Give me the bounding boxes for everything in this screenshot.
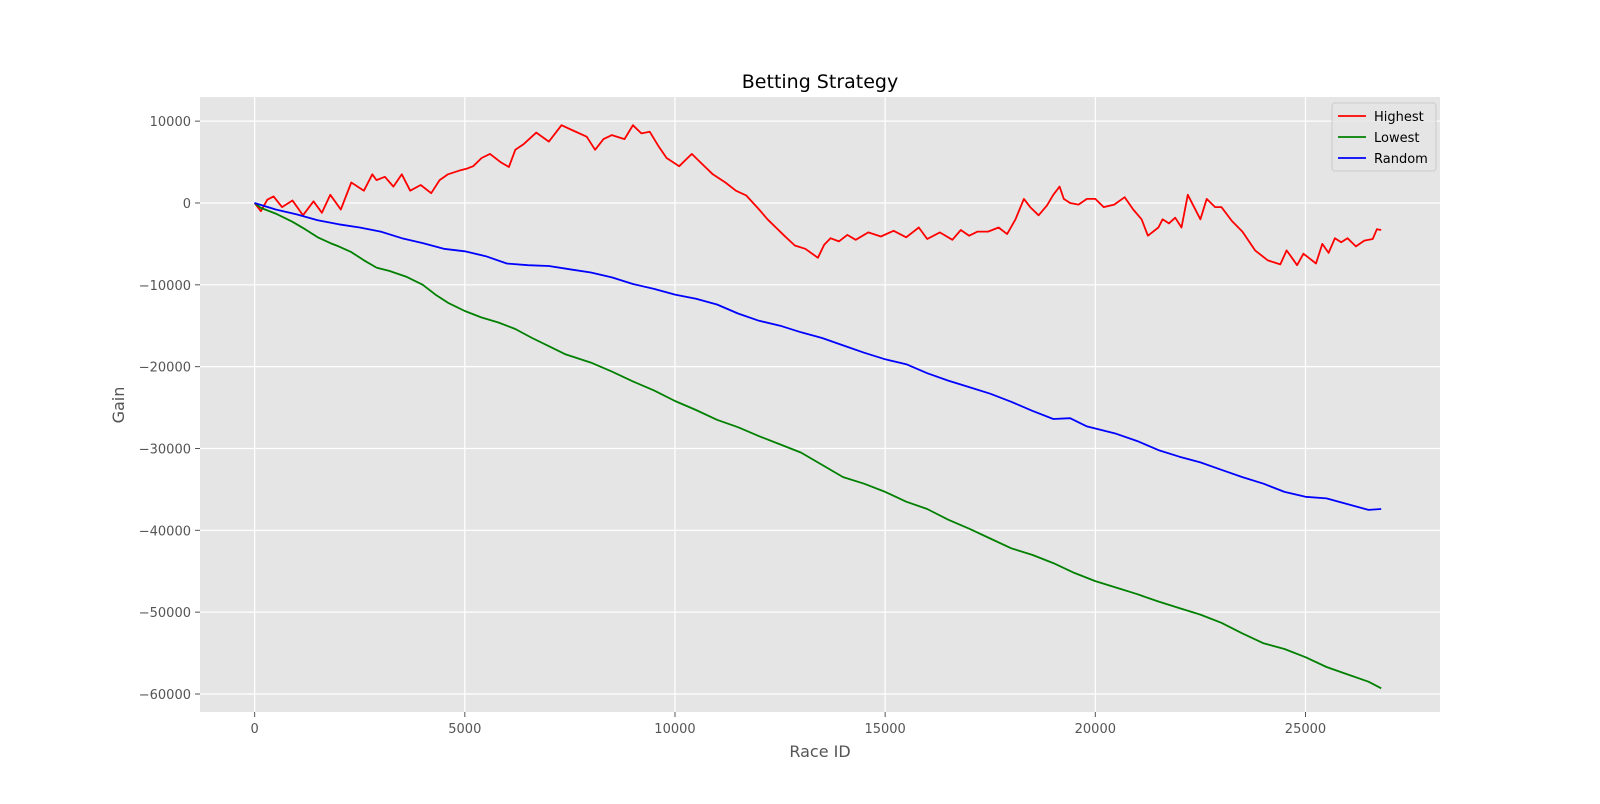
x-tick-label: 25000 [1285, 722, 1326, 737]
y-tick-label: 10000 [150, 115, 191, 130]
series-line-lowest [254, 202, 1382, 690]
y-tick-label: 0 [183, 197, 191, 212]
y-axis-ticks: 10000 0 −10000 −20000 −30000 −40000 −50000 −600… [139, 115, 200, 703]
series-line-highest [253, 124, 1382, 267]
x-axis-ticks: 0 5000 10000 15000 20000 25000 [251, 712, 1326, 737]
y-axis-label: Gain [109, 387, 128, 424]
legend-label-lowest: Lowest [1374, 131, 1419, 146]
y-tick-label: −30000 [139, 442, 191, 457]
x-tick-label: 10000 [654, 722, 695, 737]
y-tick-label: −20000 [139, 361, 191, 376]
x-tick-label: 0 [251, 722, 259, 737]
x-axis-label: Race ID [789, 742, 850, 761]
legend-box [1331, 102, 1437, 172]
grid [200, 97, 1440, 712]
legend-label-highest: Highest [1374, 110, 1424, 125]
y-tick-label: −10000 [139, 279, 191, 294]
x-tick-label: 5000 [448, 722, 481, 737]
y-tick-label: −60000 [139, 688, 191, 703]
legend: Highest Lowest Random [1331, 102, 1437, 172]
x-tick-label: 15000 [864, 722, 905, 737]
series-line-random [254, 202, 1382, 511]
legend-label-random: Random [1374, 152, 1428, 167]
y-tick-label: −40000 [139, 524, 191, 539]
plot-background [200, 97, 1440, 712]
y-tick-label: −50000 [139, 606, 191, 621]
x-tick-label: 20000 [1075, 722, 1116, 737]
chart-title: Betting Strategy [742, 71, 898, 93]
series-layer [253, 124, 1382, 690]
